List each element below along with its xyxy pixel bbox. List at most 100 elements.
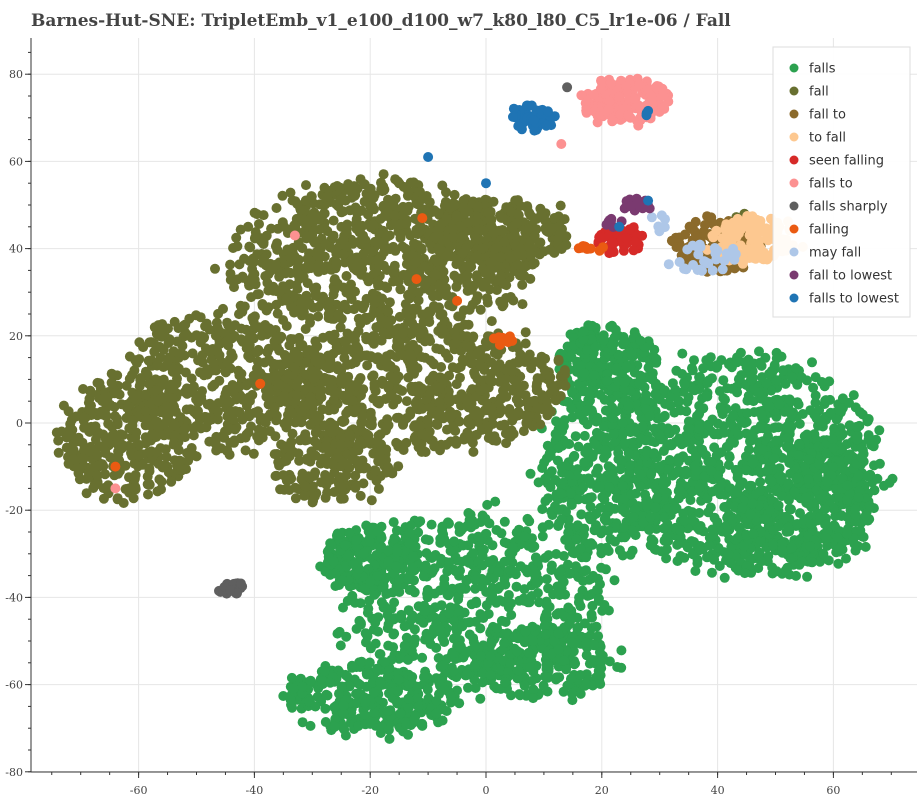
data-point	[243, 221, 254, 232]
data-point	[552, 234, 563, 245]
data-point	[771, 566, 782, 577]
data-point	[609, 575, 620, 586]
data-point	[532, 588, 543, 598]
data-point	[644, 525, 655, 535]
data-point	[748, 458, 758, 469]
data-point	[674, 433, 684, 444]
data-point	[562, 438, 573, 449]
data-point	[373, 279, 384, 290]
data-point	[613, 349, 624, 360]
data-point	[673, 395, 684, 406]
data-point	[470, 575, 481, 585]
data-point	[559, 655, 570, 666]
data-point	[336, 682, 347, 693]
data-point	[604, 656, 615, 667]
data-point	[531, 578, 542, 589]
data-point	[301, 180, 311, 191]
data-point	[329, 702, 340, 713]
data-point	[556, 488, 567, 499]
data-point	[727, 383, 738, 394]
data-point	[594, 647, 605, 658]
data-point	[287, 195, 298, 206]
data-point	[278, 691, 289, 701]
data-point	[578, 482, 588, 493]
data-point	[369, 589, 380, 600]
data-point	[524, 516, 535, 527]
data-point	[424, 633, 435, 644]
y-tick-label: -20	[5, 504, 23, 517]
data-point	[575, 601, 586, 612]
data-point	[537, 522, 548, 533]
data-point	[305, 675, 316, 686]
data-point	[844, 488, 855, 499]
data-point	[404, 527, 415, 538]
data-point	[567, 386, 577, 397]
data-point	[258, 210, 269, 221]
data-point	[445, 546, 456, 556]
data-point	[498, 299, 509, 310]
data-point	[324, 296, 335, 307]
data-point	[358, 248, 369, 259]
data-point	[720, 394, 730, 405]
data-point	[399, 640, 410, 651]
data-point	[807, 357, 817, 368]
data-point	[519, 262, 530, 273]
data-point	[645, 512, 656, 523]
data-point	[375, 728, 386, 738]
data-point	[517, 279, 528, 290]
data-point	[410, 541, 421, 552]
data-point	[490, 496, 501, 507]
data-point	[337, 575, 348, 586]
data-point	[441, 288, 452, 299]
data-point	[736, 479, 747, 490]
data-point	[397, 241, 408, 252]
data-point	[380, 573, 391, 583]
data-point	[585, 501, 596, 512]
data-point	[766, 385, 777, 396]
data-point	[229, 282, 239, 293]
data-point	[271, 203, 282, 213]
data-point	[584, 390, 595, 400]
data-point	[433, 653, 444, 663]
data-point	[797, 409, 808, 419]
data-point	[449, 189, 460, 200]
data-point	[476, 243, 487, 254]
data-point	[821, 448, 832, 459]
data-point	[431, 708, 442, 719]
data-point	[586, 478, 597, 489]
data-point	[480, 513, 491, 524]
data-point	[401, 259, 412, 270]
data-point	[383, 545, 393, 556]
data-point	[673, 456, 684, 467]
data-point	[431, 270, 442, 281]
data-point	[680, 467, 691, 478]
data-point	[547, 223, 557, 234]
data-point	[311, 282, 322, 293]
data-point	[553, 504, 564, 515]
data-point	[413, 295, 424, 306]
data-point	[595, 430, 606, 441]
data-point	[346, 294, 357, 305]
data-point	[723, 549, 734, 560]
data-point	[803, 474, 814, 485]
data-point	[388, 219, 399, 230]
data-point	[262, 277, 273, 288]
data-point	[450, 566, 461, 577]
data-point	[824, 376, 835, 387]
data-point	[284, 279, 295, 290]
data-point	[566, 673, 577, 684]
data-point	[497, 225, 508, 235]
y-tick-label: 40	[9, 243, 23, 256]
data-point	[307, 229, 318, 240]
data-point	[403, 187, 414, 197]
data-point	[542, 686, 553, 697]
data-point	[762, 465, 773, 476]
data-point	[418, 617, 429, 628]
data-point	[464, 304, 475, 315]
data-point	[329, 285, 340, 296]
data-point	[801, 492, 811, 503]
data-point	[768, 540, 779, 551]
data-point	[517, 299, 528, 310]
data-point	[766, 476, 777, 487]
